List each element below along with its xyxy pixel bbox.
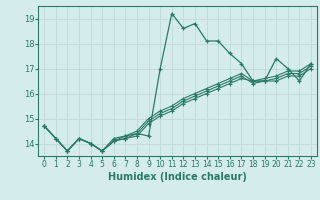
X-axis label: Humidex (Indice chaleur): Humidex (Indice chaleur) <box>108 172 247 182</box>
